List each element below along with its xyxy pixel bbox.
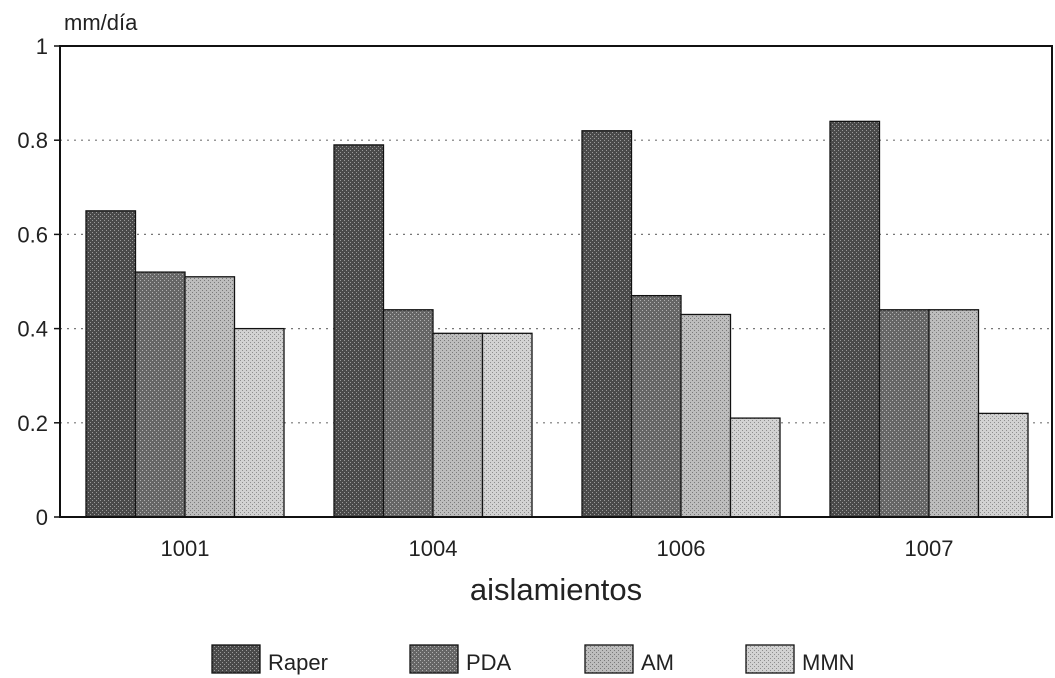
bar-am-1006 (680, 313, 732, 518)
bar-am-1007 (928, 309, 980, 518)
y-tick-label: 0.4 (17, 317, 48, 342)
bar-pda-1004 (382, 309, 434, 518)
bar-raper-1007 (829, 120, 881, 518)
bar-am-1001 (184, 276, 236, 518)
x-tick-label: 1007 (905, 536, 954, 561)
x-tick-label: 1001 (161, 536, 210, 561)
y-axis-label: mm/día (64, 10, 138, 35)
bar-raper-1004 (333, 144, 385, 518)
legend-label: PDA (466, 650, 512, 675)
y-tick-label: 0.2 (17, 411, 48, 436)
legend-swatch (745, 644, 795, 674)
bar-am-1004 (432, 332, 484, 518)
bar-raper-1001 (85, 210, 137, 518)
legend-swatch (211, 644, 261, 674)
bar-mmn-1006 (729, 417, 781, 518)
bar-mmn-1007 (977, 412, 1029, 518)
x-axis-label: aislamientos (470, 572, 642, 607)
bar-pda-1001 (134, 271, 186, 518)
legend-item-am: AM (584, 644, 674, 675)
legend-item-raper: Raper (211, 644, 328, 675)
plot-frame (59, 45, 1053, 518)
legend-label: AM (641, 650, 674, 675)
x-axis-ticks: 1001 1004 1006 1007 (161, 536, 954, 561)
legend-item-pda: PDA (409, 644, 512, 675)
legend-swatch (584, 644, 634, 674)
x-tick-label: 1006 (657, 536, 706, 561)
y-tick-label: 1 (36, 34, 48, 59)
legend: Raper PDA AM MMN (211, 644, 855, 675)
bar-mmn-1001 (233, 327, 285, 518)
legend-label: MMN (802, 650, 855, 675)
bar-mmn-1004 (481, 332, 533, 518)
bars (85, 120, 1029, 518)
legend-label: Raper (268, 650, 328, 675)
legend-item-mmn: MMN (745, 644, 855, 675)
x-tick-label: 1004 (409, 536, 458, 561)
y-tick-label: 0.8 (17, 128, 48, 153)
y-axis-ticks: 0 0.2 0.4 0.6 0.8 1 (17, 34, 60, 530)
y-tick-label: 0.6 (17, 222, 48, 247)
legend-swatch (409, 644, 459, 674)
bar-raper-1006 (581, 130, 633, 518)
bar-pda-1006 (630, 294, 682, 518)
y-tick-label: 0 (36, 505, 48, 530)
bar-pda-1007 (878, 309, 930, 518)
